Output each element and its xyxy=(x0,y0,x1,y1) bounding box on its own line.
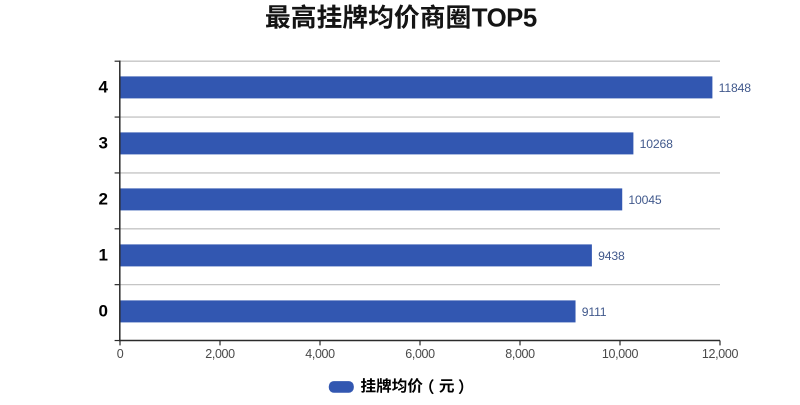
svg-text:4: 4 xyxy=(99,78,109,97)
svg-text:4,000: 4,000 xyxy=(305,347,335,361)
svg-text:2,000: 2,000 xyxy=(205,347,235,361)
svg-text:11848: 11848 xyxy=(719,81,752,95)
svg-text:10045: 10045 xyxy=(628,193,662,207)
svg-text:1: 1 xyxy=(99,246,108,265)
svg-text:0: 0 xyxy=(99,302,108,321)
svg-text:10268: 10268 xyxy=(640,137,674,151)
svg-text:9111: 9111 xyxy=(582,305,607,319)
svg-text:2: 2 xyxy=(99,190,108,209)
svg-text:0: 0 xyxy=(117,347,124,361)
svg-text:6,000: 6,000 xyxy=(405,347,435,361)
svg-text:9438: 9438 xyxy=(598,249,625,263)
svg-text:TOP5: TOP5 xyxy=(472,4,537,32)
svg-text:8,000: 8,000 xyxy=(505,347,535,361)
svg-text:3: 3 xyxy=(99,134,108,153)
svg-text:12,000: 12,000 xyxy=(702,347,739,361)
svg-text:10,000: 10,000 xyxy=(602,347,639,361)
